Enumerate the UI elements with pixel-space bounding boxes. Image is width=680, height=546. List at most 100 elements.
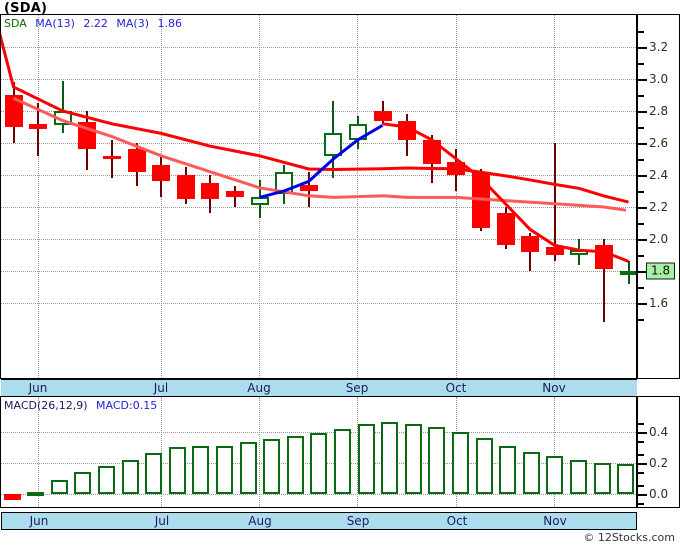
macd-histogram-bar (333, 428, 351, 494)
macd-histogram-bar (357, 423, 375, 494)
month-label: Aug (247, 381, 271, 395)
macd-axis: 0.4 0.2 0.0 (636, 397, 679, 507)
candle-body (570, 250, 589, 255)
month-gridline (161, 397, 162, 507)
candle-body (53, 111, 72, 126)
candle-body (102, 155, 121, 159)
candle-body (324, 133, 343, 156)
macd-histogram-bar (546, 456, 564, 494)
legend-ma-short-label: MA(3) (116, 17, 150, 30)
price-axis-minor-tick (638, 63, 644, 65)
legend-ma-short-value: 1.86 (157, 17, 183, 30)
price-axis-tick (638, 47, 647, 49)
macd-histogram-bar (617, 464, 635, 494)
price-gridline (1, 111, 638, 112)
ma-long-line (1, 32, 629, 204)
copyright-footer: © 12Stocks.com (583, 531, 675, 544)
candle-wick (602, 239, 605, 323)
macd-axis-minor-tick (638, 453, 644, 456)
macd-histogram-bar (428, 426, 446, 494)
price-axis-minor-tick (638, 319, 644, 321)
price-axis-tick (638, 239, 647, 241)
macd-legend-label: MACD(26,12,9) (4, 399, 88, 412)
macd-histogram-bar (286, 436, 304, 494)
candle-body (225, 191, 244, 198)
macd-histogram-bar (451, 431, 469, 494)
price-axis-minor-tick (638, 159, 644, 161)
month-label: Jul (154, 514, 170, 528)
price-axis-minor-tick (638, 223, 644, 225)
price-axis-label: 2.4 (649, 168, 669, 182)
price-axis-label: 3.0 (649, 72, 669, 86)
price-gridline (1, 79, 638, 80)
price-axis-minor-tick (638, 31, 644, 33)
macd-histogram-bar (97, 465, 115, 494)
price-chart-panel: SDA MA(13) 2.22 MA(3) 1.86 3.2 3.0 2.8 2.6 2… (0, 14, 680, 379)
macd-axis-minor-tick (638, 484, 644, 487)
price-axis-minor-tick (638, 95, 644, 97)
price-axis-tick (638, 303, 647, 305)
month-label: Jun (28, 381, 48, 395)
month-label: Jun (29, 514, 49, 528)
candle-body (471, 171, 490, 228)
candle-body (299, 184, 318, 191)
price-axis-minor-tick (638, 287, 644, 289)
month-label: Jul (153, 381, 169, 395)
candle-body (545, 247, 564, 255)
candle-wick (110, 139, 113, 179)
macd-histogram-bar (145, 453, 163, 494)
month-gridline (38, 397, 39, 507)
macd-histogram-bar (239, 442, 257, 494)
macd-histogram-bar (593, 462, 611, 494)
macd-axis-minor-tick (638, 440, 644, 443)
month-gridline (38, 15, 39, 378)
legend-ma-long-label: MA(13) (35, 17, 75, 30)
moving-average-lines (1, 32, 630, 263)
price-gridline (1, 47, 638, 48)
candle-body (250, 197, 269, 206)
price-gridline (1, 143, 638, 144)
macd-histogram-bar (168, 447, 186, 494)
macd-axis-tick (638, 462, 647, 465)
month-label: Oct (445, 381, 467, 395)
ma-long-line-secondary (12, 96, 627, 212)
candle-body (201, 183, 220, 199)
last-price-tag: 1.8 (646, 262, 676, 280)
legend-symbol: SDA (4, 17, 27, 30)
price-plot-area[interactable]: SDA MA(13) 2.22 MA(3) 1.86 (1, 15, 638, 378)
macd-histogram-bar (499, 445, 517, 494)
macd-histogram-bar (522, 451, 540, 494)
candle-body (29, 123, 48, 129)
macd-gridline (1, 493, 638, 495)
price-gridline (1, 239, 638, 240)
price-gridline (1, 207, 638, 208)
macd-histogram-bar (404, 423, 422, 494)
candle-body (619, 271, 638, 275)
month-label: Nov (543, 514, 567, 528)
candle-body (4, 95, 23, 127)
price-axis-tick (638, 111, 647, 113)
month-gridline (357, 15, 358, 378)
macd-histogram-bar (569, 459, 587, 494)
price-axis-tick (638, 271, 647, 273)
price-axis-tick (638, 207, 647, 209)
candle-body (447, 162, 466, 175)
page-title: (SDA) (4, 1, 48, 16)
price-gridline (1, 303, 638, 304)
macd-histogram-bar (121, 459, 139, 494)
candle-body (78, 122, 97, 150)
candle-body (152, 165, 171, 182)
macd-legend-value: MACD:0.15 (96, 399, 158, 412)
date-axis-bottom: Jun Jul Aug Sep Oct Nov (1, 512, 637, 530)
macd-histogram-bar (3, 493, 21, 500)
macd-axis-minor-tick (638, 422, 644, 425)
month-gridline (259, 397, 260, 507)
macd-chart-panel: MACD(26,12,9) MACD:0.15 0.4 0.2 0.0 (0, 396, 680, 508)
macd-plot-area[interactable]: MACD(26,12,9) MACD:0.15 (1, 397, 638, 507)
price-axis-minor-tick (638, 127, 644, 129)
price-gridline (1, 175, 638, 176)
candle-body (398, 120, 417, 140)
macd-axis-label: 0.2 (649, 455, 669, 470)
candle-wick (61, 80, 64, 134)
